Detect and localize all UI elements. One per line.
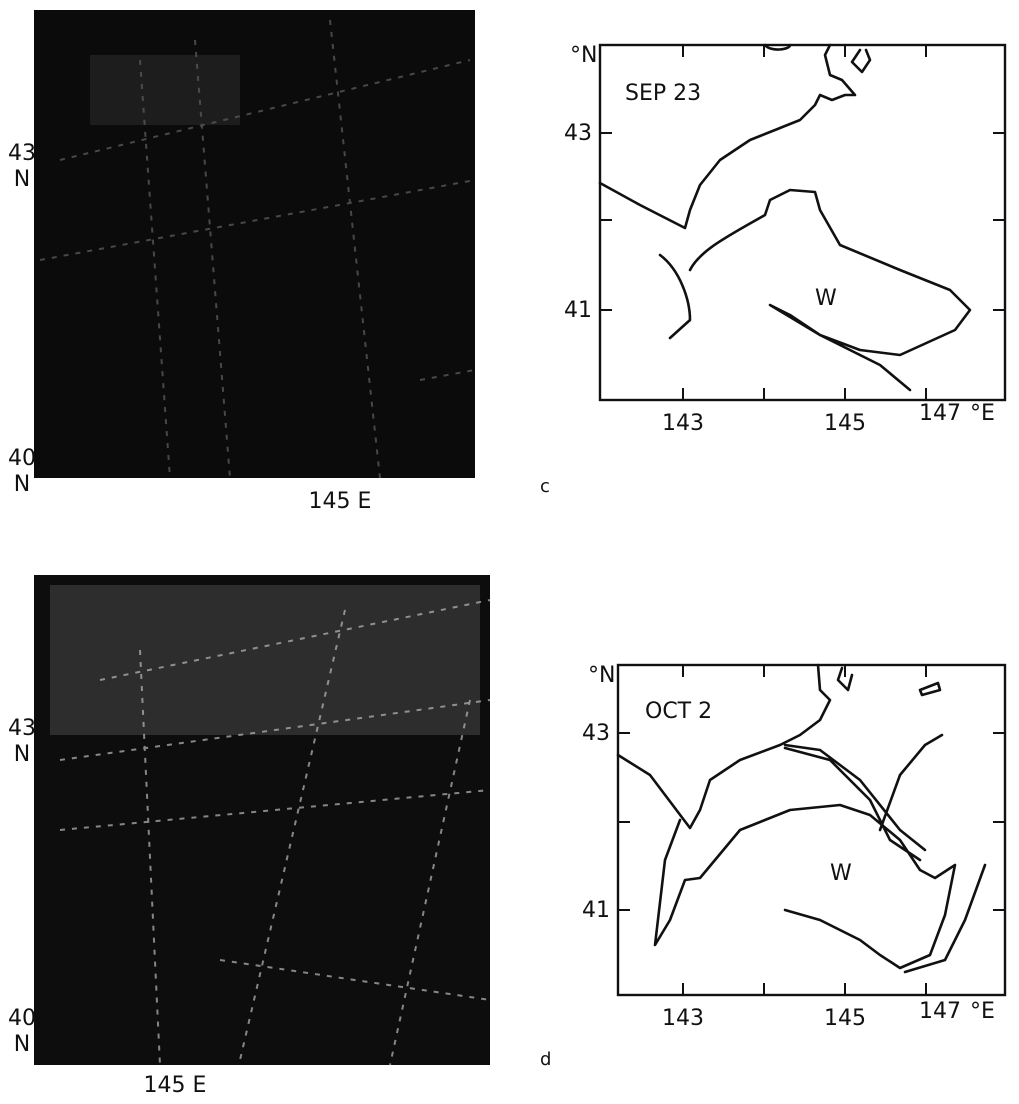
image-grid bbox=[39, 19, 476, 479]
lat-hemi: N bbox=[14, 742, 30, 767]
lat-tick-label: 43 bbox=[582, 721, 610, 746]
map-date: SEP 23 bbox=[625, 81, 701, 106]
feature-label: W bbox=[815, 286, 837, 311]
lon-tick-label: 145 bbox=[824, 1006, 866, 1031]
feature-label: W bbox=[830, 861, 852, 886]
front bbox=[653, 733, 987, 974]
lat-hemi: N bbox=[14, 1032, 30, 1057]
lat-unit: °N bbox=[588, 663, 615, 688]
lat-tick-label: 41 bbox=[582, 898, 610, 923]
lat-label: 43 bbox=[8, 716, 36, 741]
lat-hemi: N bbox=[14, 472, 30, 497]
map-frame bbox=[616, 663, 1007, 997]
lat-label: 40 bbox=[8, 1006, 36, 1031]
map-date: OCT 2 bbox=[645, 699, 712, 724]
lat-unit: °N bbox=[570, 43, 597, 68]
map-ticks bbox=[600, 45, 1005, 400]
coastline bbox=[598, 43, 872, 230]
lon-tick-label: 147 bbox=[919, 401, 961, 426]
lon-unit: °E bbox=[970, 999, 995, 1024]
panel-letter: c bbox=[540, 476, 550, 497]
satellite-image bbox=[34, 10, 475, 478]
map-ticks bbox=[618, 665, 1005, 995]
lat-tick-label: 43 bbox=[564, 121, 592, 146]
lon-tick-label: 147 bbox=[919, 999, 961, 1024]
lon-tick-label: 145 bbox=[824, 411, 866, 436]
satellite-image bbox=[34, 575, 490, 1065]
lon-label: 145 E bbox=[309, 489, 372, 514]
lat-hemi: N bbox=[14, 167, 30, 192]
front bbox=[658, 188, 972, 392]
lon-tick-label: 143 bbox=[662, 1006, 704, 1031]
lat-label: 43 bbox=[8, 141, 36, 166]
coastline bbox=[616, 663, 942, 830]
lat-tick-label: 41 bbox=[564, 298, 592, 323]
lon-label: 145 E bbox=[144, 1073, 207, 1098]
lon-tick-label: 143 bbox=[662, 411, 704, 436]
image-grid bbox=[59, 599, 491, 1066]
panel-letter: d bbox=[540, 1049, 551, 1070]
lat-label: 40 bbox=[8, 446, 36, 471]
map-frame bbox=[598, 43, 1007, 402]
lon-unit: °E bbox=[970, 401, 995, 426]
